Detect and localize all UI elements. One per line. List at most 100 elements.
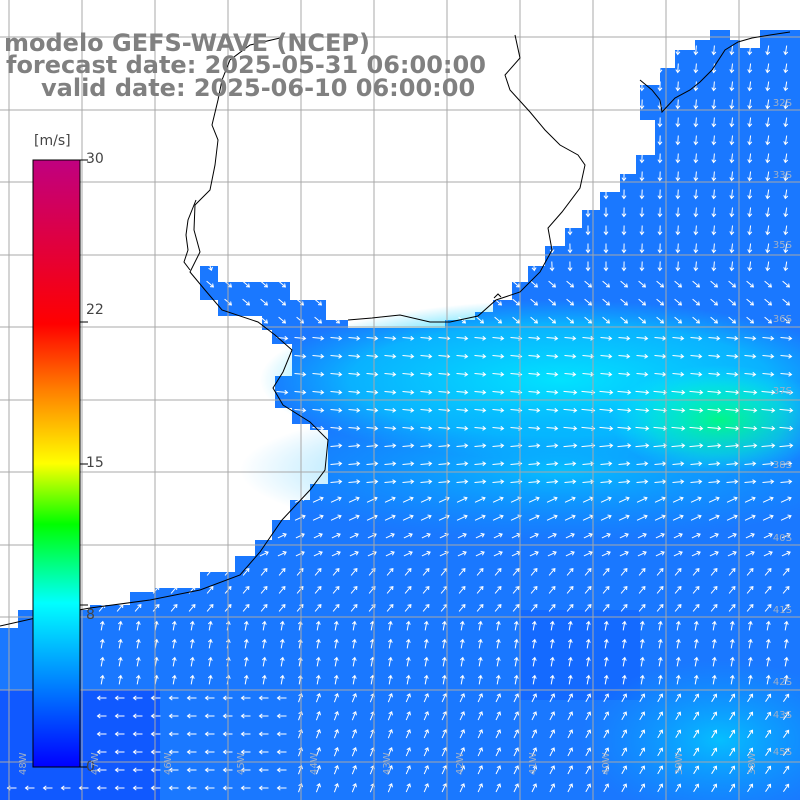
wind-arrow bbox=[114, 767, 125, 773]
wind-arrow bbox=[513, 674, 519, 685]
wind-arrow bbox=[474, 335, 487, 341]
wind-arrow bbox=[584, 316, 593, 324]
wind-arrow bbox=[294, 514, 306, 521]
wind-arrow bbox=[693, 45, 699, 56]
wind-arrow bbox=[657, 243, 663, 254]
wind-arrow bbox=[457, 532, 467, 539]
wind-arrow bbox=[635, 443, 650, 449]
wind-arrow bbox=[459, 729, 466, 739]
wind-arrow bbox=[675, 135, 681, 146]
wind-arrow bbox=[780, 514, 792, 521]
wind-arrow bbox=[747, 207, 753, 218]
wind-arrow bbox=[690, 371, 703, 377]
wind-arrow bbox=[99, 674, 105, 685]
wind-arrow bbox=[116, 603, 124, 612]
wind-arrow bbox=[441, 620, 447, 631]
wind-arrow bbox=[492, 514, 504, 521]
wind-arrow bbox=[746, 603, 754, 612]
wind-arrow bbox=[619, 550, 629, 557]
wind-arrow bbox=[783, 656, 789, 667]
wind-arrow bbox=[279, 638, 285, 649]
wind-arrow bbox=[693, 638, 699, 649]
wind-arrow bbox=[618, 353, 631, 359]
wind-arrow bbox=[186, 767, 197, 773]
wind-arrow bbox=[313, 532, 323, 539]
wind-arrow bbox=[530, 603, 538, 612]
wind-arrow bbox=[531, 729, 538, 739]
wind-arrow bbox=[675, 81, 681, 92]
wind-arrow bbox=[708, 371, 721, 377]
wind-arrow bbox=[729, 81, 735, 92]
wind-arrow bbox=[348, 335, 361, 341]
wind-arrow bbox=[531, 638, 537, 649]
wind-arrow bbox=[477, 620, 483, 631]
wind-arrow bbox=[546, 425, 559, 431]
wind-arrow bbox=[780, 335, 793, 341]
wind-arrow bbox=[599, 443, 614, 449]
wind-arrow bbox=[600, 514, 612, 521]
wind-arrow bbox=[782, 280, 791, 288]
wind-arrow bbox=[348, 461, 361, 467]
wind-arrow bbox=[780, 496, 792, 503]
wind-arrow bbox=[747, 674, 753, 685]
lon-label: 44W bbox=[309, 752, 320, 775]
wind-arrow bbox=[603, 243, 609, 254]
wind-arrow bbox=[260, 585, 268, 594]
wind-arrow bbox=[492, 461, 505, 467]
wind-arrow bbox=[459, 656, 465, 667]
wind-arrow bbox=[348, 407, 361, 413]
wind-arrow bbox=[114, 695, 125, 701]
wind-arrow bbox=[621, 225, 627, 236]
wind-arrow bbox=[765, 99, 771, 110]
wind-arrow bbox=[621, 171, 627, 182]
lon-label: 43W bbox=[382, 752, 393, 775]
wind-arrow bbox=[315, 747, 321, 757]
wind-arrow bbox=[563, 443, 578, 449]
wind-arrow bbox=[96, 749, 107, 755]
wind-arrow bbox=[675, 99, 681, 110]
wind-arrow bbox=[492, 443, 505, 449]
wind-arrow bbox=[459, 620, 465, 631]
wind-arrow bbox=[384, 353, 397, 359]
title-forecast-date: forecast date: 2025-05-31 06:00:00 bbox=[6, 51, 486, 79]
wind-arrow bbox=[747, 693, 754, 703]
wind-arrow bbox=[711, 711, 718, 721]
wind-arrow bbox=[314, 585, 322, 594]
wind-arrow bbox=[584, 567, 592, 576]
wind-arrow bbox=[206, 280, 215, 288]
wind-arrow bbox=[656, 567, 664, 576]
wind-arrow bbox=[384, 389, 397, 395]
wind-arrow bbox=[423, 783, 430, 793]
wind-arrow bbox=[765, 783, 772, 792]
lat-label: 36S bbox=[772, 314, 792, 325]
wind-arrow bbox=[765, 243, 771, 254]
wind-arrow bbox=[403, 550, 413, 557]
wind-arrow bbox=[206, 603, 214, 612]
wind-arrow bbox=[672, 461, 685, 467]
wind-arrow bbox=[405, 693, 411, 703]
wind-arrow bbox=[675, 153, 681, 164]
wind-arrow bbox=[782, 585, 790, 594]
colorbar-unit: [m/s] bbox=[34, 133, 71, 149]
wind-arrow bbox=[747, 45, 753, 56]
wind-arrow bbox=[675, 765, 682, 775]
wind-arrow bbox=[603, 225, 609, 236]
wind-arrow bbox=[747, 135, 753, 146]
wind-arrow bbox=[512, 316, 521, 324]
wind-arrow bbox=[743, 425, 758, 431]
wind-arrow bbox=[675, 63, 681, 74]
wind-arrow bbox=[637, 550, 647, 557]
wind-arrow bbox=[420, 514, 432, 521]
wind-arrow bbox=[747, 99, 753, 110]
wind-arrow bbox=[672, 496, 684, 503]
wind-arrow bbox=[657, 81, 663, 92]
wind-arrow bbox=[313, 550, 323, 557]
wind-arrow bbox=[186, 749, 197, 755]
wind-arrow bbox=[333, 638, 339, 649]
wind-arrow bbox=[764, 567, 772, 576]
wind-arrow bbox=[456, 514, 468, 521]
wind-arrow bbox=[618, 514, 630, 521]
wind-arrow bbox=[637, 532, 647, 539]
wind-arrow bbox=[711, 674, 717, 685]
wind-arrow bbox=[96, 731, 107, 737]
